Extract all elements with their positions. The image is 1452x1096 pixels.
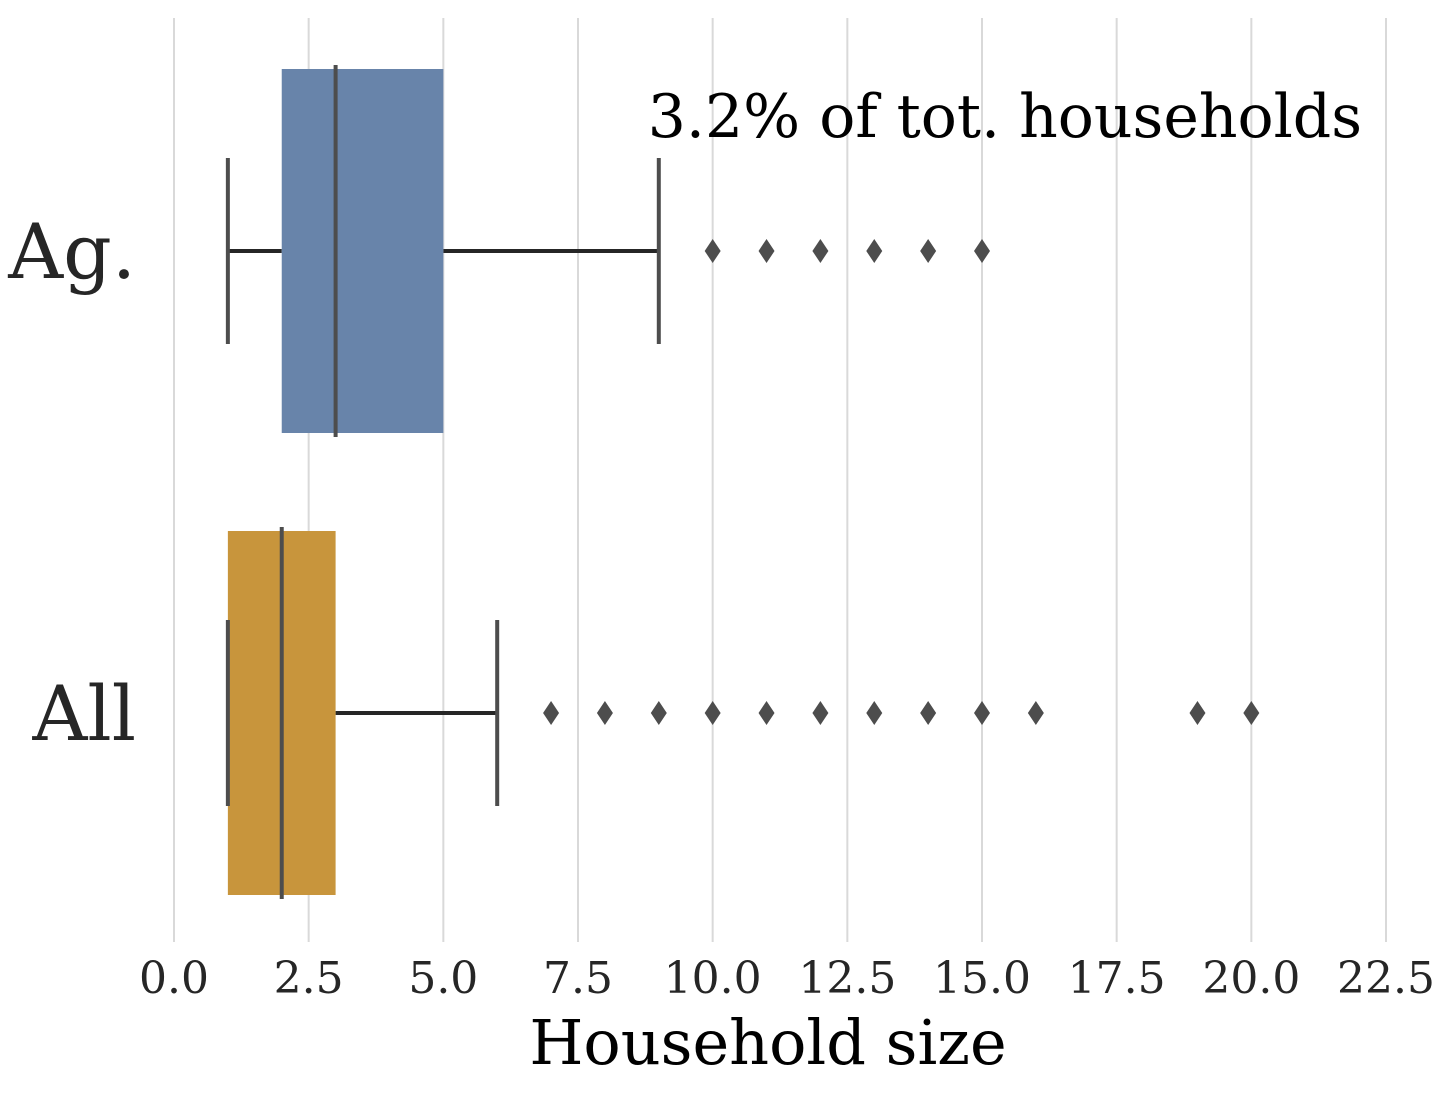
category-labels: Ag. All [7,207,136,758]
outlier-point [596,701,613,725]
box-group-all [225,527,1260,899]
outlier-point [812,701,829,725]
outlier-point [704,239,721,263]
outlier-point [758,239,775,263]
x-tick-labels: 0.0 2.5 5.0 7.5 10.0 12.5 15.0 17.5 20.0 22.5 [139,953,1435,1004]
x-tick-label: 17.5 [1068,953,1166,1004]
x-tick-label: 2.5 [274,953,344,1004]
x-tick-label: 12.5 [798,953,896,1004]
outlier-point [866,701,883,725]
boxes [225,65,1260,899]
outlier-point [650,701,667,725]
x-tick-label: 5.0 [408,953,478,1004]
box-group-ag [225,65,990,437]
outlier-point [758,701,775,725]
x-tick-label: 10.0 [664,953,762,1004]
outlier-point [920,701,937,725]
x-tick-label: 15.0 [933,953,1031,1004]
outlier-point [1027,701,1044,725]
x-axis-label: Household size [529,1006,1006,1079]
outlier-point [1243,701,1260,725]
outlier-point [543,701,560,725]
x-tick-label: 0.0 [139,953,209,1004]
outlier-point [920,239,937,263]
x-tick-label: 7.5 [543,953,613,1004]
chart-annotation: 3.2% of tot. households [648,82,1362,152]
outlier-point [1189,701,1206,725]
outlier-point [866,239,883,263]
outlier-point [974,701,990,725]
iqr-box [281,69,444,433]
x-tick-label: 20.0 [1202,953,1300,1004]
x-tick-label: 22.5 [1337,953,1435,1004]
outlier-point [812,239,829,263]
category-label: Ag. [7,207,136,296]
outlier-point [974,239,990,263]
outlier-point [704,701,721,725]
category-label: All [32,669,137,758]
